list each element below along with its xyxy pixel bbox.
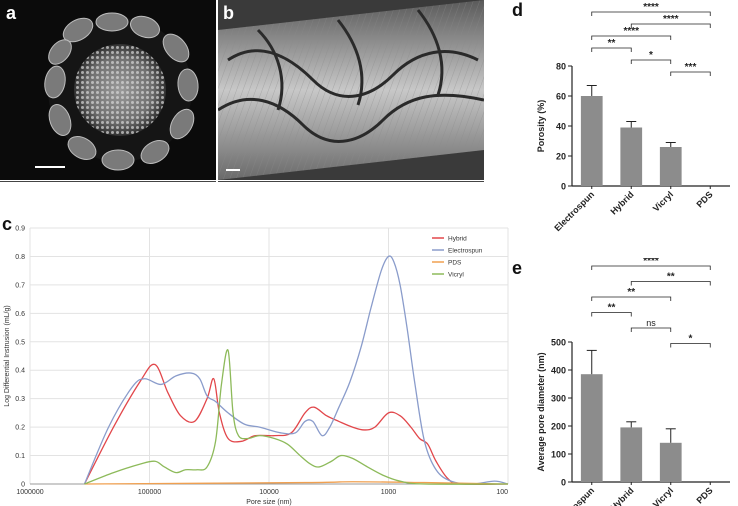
- significance-label: **: [608, 303, 616, 314]
- y-tick-label: 100: [551, 450, 566, 460]
- divider-b: [218, 181, 484, 182]
- significance-bracket: [591, 312, 632, 317]
- micrograph-b: [218, 0, 484, 180]
- x-tick-label: 100: [496, 489, 508, 496]
- panel-label-c: c: [2, 214, 13, 234]
- y-tick-label: 500: [551, 338, 566, 348]
- significance-bracket: [670, 343, 711, 348]
- y-tick-label: 0.3: [15, 396, 25, 403]
- series-line-hybrid: [83, 363, 509, 486]
- significance-bracket: [591, 11, 711, 16]
- category-label-electrospun: Electrospun: [552, 189, 596, 233]
- significance-label: **: [667, 272, 675, 283]
- category-label-hybrid: Hybrid: [608, 189, 635, 216]
- y-tick-label: 0.1: [15, 453, 25, 460]
- series-line-pds: [84, 481, 509, 485]
- y-tick-label: 0: [561, 478, 566, 488]
- category-label-pds: PDS: [695, 485, 715, 505]
- y-tick-label: 0: [21, 482, 25, 489]
- significance-label: ****: [643, 2, 659, 13]
- y-tick-label: 60: [556, 92, 566, 102]
- bar-hybrid: [620, 427, 643, 482]
- legend-label-electrospun: Electrospun: [448, 248, 483, 255]
- category-label-vicryl: Vicryl: [651, 485, 675, 506]
- y-tick-label: 200: [551, 422, 566, 432]
- cross-section-illustration: [35, 12, 199, 171]
- significance-bracket: [630, 327, 672, 332]
- chart-c: 0 0.1 0.2 0.3 0.4 0.5 0.6 0.7 0.8 0.9 1000000 10000…: [4, 226, 509, 506]
- braid-illustration: [218, 0, 484, 180]
- y-tick-label: 400: [551, 366, 566, 376]
- x-tick-label: 1000000: [16, 489, 43, 496]
- panel-label-b: b: [223, 3, 234, 23]
- bar-vicryl: [659, 147, 682, 186]
- x-tick-label: 1000: [381, 489, 397, 496]
- category-label-electrospun: Electrospun: [552, 485, 596, 506]
- category-label-vicryl: Vicryl: [651, 189, 675, 213]
- chart-e: 0 100 200 300 400 500 Average pore diameter (n…: [536, 258, 730, 506]
- y-tick-label: 0.5: [15, 339, 25, 346]
- divider-a: [0, 181, 216, 182]
- legend-label-pds: PDS: [448, 260, 462, 267]
- bar-electrospun: [580, 96, 603, 186]
- legend-label-vicryl: Vicryl: [448, 272, 464, 279]
- significance-bracket: [630, 59, 672, 64]
- significance-label: **: [608, 38, 616, 49]
- y-tick-label: 0.7: [15, 282, 25, 289]
- chart-d: 0 20 40 60 80 Porosity (%) Electrospun Hybrid Vi…: [536, 2, 730, 233]
- significance-label: *: [649, 50, 653, 61]
- significance-bracket: [591, 296, 672, 301]
- y-axis-label: Log Differential Instrusion (mL/g): [4, 305, 11, 406]
- significance-label: ns: [646, 318, 656, 328]
- y-tick-label: 40: [556, 122, 566, 132]
- y-tick-label: 0.8: [15, 254, 25, 261]
- y-tick-label: 0.4: [15, 368, 25, 375]
- category-label-hybrid: Hybrid: [608, 485, 635, 506]
- y-tick-label: 0: [561, 182, 566, 192]
- micrograph-a: [0, 0, 216, 180]
- significance-bracket: [591, 35, 672, 40]
- significance-label: ****: [663, 14, 679, 25]
- y-tick-label: 80: [556, 62, 566, 72]
- panel-label-a: a: [6, 3, 17, 23]
- series-line-vicryl: [84, 349, 509, 485]
- significance-label: *: [689, 334, 693, 345]
- x-tick-label: 10000: [259, 489, 279, 496]
- x-tick-label: 100000: [138, 489, 161, 496]
- bar-hybrid: [620, 127, 643, 186]
- y-tick-label: 300: [551, 394, 566, 404]
- panel-label-e: e: [512, 258, 523, 278]
- x-axis-label: Pore size (nm): [246, 499, 292, 506]
- category-label-pds: PDS: [695, 189, 715, 209]
- significance-label: ****: [643, 258, 659, 267]
- legend-label-hybrid: Hybrid: [448, 236, 467, 243]
- significance-bracket: [630, 281, 711, 286]
- bar-electrospun: [580, 374, 603, 482]
- significance-bracket: [630, 23, 711, 28]
- y-axis-label: Average pore diameter (nm): [536, 352, 546, 471]
- series-line-electrospun: [83, 255, 509, 485]
- significance-label: ****: [623, 26, 639, 37]
- significance-bracket: [670, 71, 711, 76]
- y-tick-label: 0.9: [15, 226, 25, 233]
- y-tick-label: 0.2: [15, 425, 25, 432]
- significance-label: **: [627, 287, 635, 298]
- y-tick-label: 0.6: [15, 311, 25, 318]
- y-axis-label: Porosity (%): [536, 100, 546, 153]
- bar-vicryl: [659, 442, 682, 482]
- significance-label: ***: [685, 62, 697, 73]
- panel-label-d: d: [512, 0, 523, 20]
- significance-bracket: [591, 265, 711, 270]
- y-tick-label: 20: [556, 152, 566, 162]
- significance-bracket: [591, 47, 632, 52]
